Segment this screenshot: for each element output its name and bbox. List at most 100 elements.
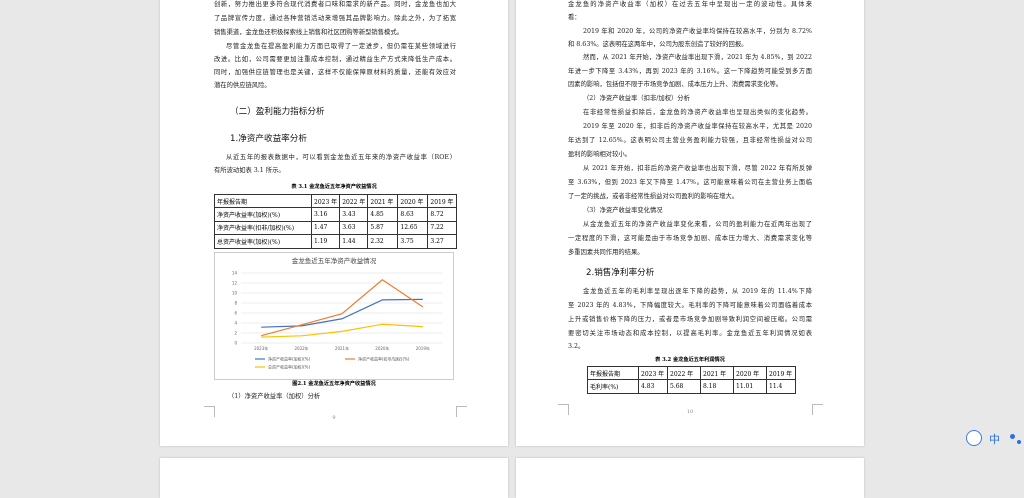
body-text: 至 3.63%，但到 2023 年又下降至 1.47%。这可能意味着公司在主营业… [568,179,812,186]
table-cell: 3.27 [427,234,457,249]
body-text: 和 8.63%。这表明在这两年中，公司为股东创造了较好的回报。 [568,41,748,48]
body-text: 了一定的挑战，或者非经常性损益对公司盈利的影响在增大。 [568,193,739,200]
chart-title: 金龙鱼近五年净资产收益情况 [292,256,377,265]
table-row: 年报报告期 2023 年 2022 年 2021 年 2020 年 2019 年 [587,365,796,381]
body-text: 同时，加强供应链管理也是关键，这样不仅能保障原材料的质量，还能有效应对 [214,69,456,76]
series-line [261,298,423,328]
y-tick-label: 0 [234,341,237,346]
table-header-cell: 2022 年 [667,365,701,381]
x-tick-label: 2020年 [375,345,389,351]
chart: 金龙鱼近五年净资产收益情况 0 2 4 6 8 10 12 14 2023年 2022年 2021年 2… [214,252,454,380]
page-number: 9 [332,415,336,421]
body-text: 2019 年和 2020 年，公司的净资产收益率均保持在较高水平，分别为 8.7… [583,28,812,35]
table-caption: 表 3.1 金龙鱼近五年净资产收益情况 [291,184,377,190]
body-text: 因素的影响，包括但不限于市场竞争加剧、成本压力上升、消费需求变化等。 [568,81,783,88]
x-tick-label: 2019年 [416,345,430,351]
subsection-heading: 2.销售净利率分析 [586,268,655,278]
table-cell: 3.16 [310,207,341,222]
y-tick-label: 12 [232,281,238,286]
body-text: 从金龙鱼近五年的净资产收益率变化来看，公司的盈利能力在近两年出现了 [583,221,812,228]
page: 金龙鱼近五年净资产收益情况 0 2 4 6 8 10 12 14 2023年 2022年 2021年 2… [160,0,508,446]
settings-icon[interactable] [1010,434,1015,439]
body-text: 2019 年至 2020 年，扣非后的净资产收益率保持在较高水平，尤其是 202… [583,123,812,130]
margin-mark [204,406,215,417]
series-line [261,279,424,337]
y-tick-label: 8 [234,301,237,306]
table-cell: 总资产收益率(加权)(%) [214,234,312,249]
table-cell: 7.22 [427,220,457,236]
table-cell: 净资产收益率(扣非/加权)(%) [214,220,312,236]
settings-icon[interactable] [1017,440,1021,444]
viewer: 金龙鱼近五年净资产收益情况 0 2 4 6 8 10 12 14 2023年 2022年 2021年 2… [160,0,1021,498]
figure-caption: 图2.1 金龙鱼近五年净资产收益情况 [292,381,376,387]
table-cell: 5.68 [667,379,701,394]
body-text: 潜在的供应链风险。 [214,82,271,89]
table-cell: 12.65 [397,220,429,236]
table-cell: 11.01 [733,379,767,394]
table-cell: 毛利率(%) [587,379,639,394]
table-header-cell: 年报报告期 [214,193,312,209]
data-table: 年报报告期 2023 年 2022 年 2021 年 2020 年 2019 年净资产收益… [214,193,457,249]
table-cell: 3.43 [339,207,369,222]
table-header-cell: 2019 年 [766,365,796,381]
page-number: 10 [686,409,694,415]
y-tick-label: 2 [234,331,237,336]
table-cell: 3.63 [339,220,369,236]
table-cell: 8.18 [700,379,734,394]
body-text: 了品牌宣传力度，通过各种营销活动来增强其品牌影响力。除此之外，为了拓宽 [214,15,456,22]
legend-label: 净资产收益率(加权)(%) [268,356,310,362]
table-header-cell: 2021 年 [367,193,399,209]
body-text: 尽管金龙鱼在提高盈利能力方面已取得了一定进步，但仍需在某些领域进行 [226,43,456,50]
x-tick-label: 2023年 [254,345,268,351]
body-text: 金龙鱼的净资产收益率（加权）在过去五年中呈现出一定的波动性。具体来 [568,1,812,8]
table-cell: 4.85 [367,207,399,222]
legend-label: 净资产收益率(扣非/加权)(%) [358,356,410,362]
body-text: 在非经常性损益扣除后，金龙鱼的净资产收益率也呈现出类似的变化趋势。 [583,109,812,116]
table-cell: 8.63 [397,207,429,222]
body-text: 至 2023 年的 4.83%，下降幅度较大。毛利率的下降可能意味着公司面临着成… [568,302,812,309]
series-line [261,323,423,338]
margin-mark [558,404,569,415]
x-tick-label: 2021年 [335,345,349,351]
body-text: 年进一步下降至 3.43%，再到 2023 年的 3.16%。这一下降趋势可能受… [568,68,812,75]
assistant-icon[interactable] [966,430,982,446]
y-tick-label: 4 [234,321,237,326]
body-text: 年达到了 12.65%。这表明公司主营业务盈利能力较强，且非经常性损益对公司 [568,137,812,144]
table-cell: 2.32 [367,234,399,249]
body-text: 盈利的影响相对较小。 [568,151,631,158]
table-row: 年报报告期 2023 年 2022 年 2021 年 2020 年 2019 年 [214,193,457,209]
table-header-cell: 2021 年 [700,365,734,381]
table-cell: 5.87 [367,220,399,236]
data-table: 年报报告期 2023 年 2022 年 2021 年 2020 年 2019 年毛利率(%… [587,365,796,394]
body-text: 改进。比如，公司需要更加注重成本控制，通过精益生产方式来降低生产成本。 [214,56,456,63]
body-text: 销售渠道，金龙鱼还积极探索线上销售和社区团购等新型销售模式。 [214,29,403,36]
margin-mark [812,404,823,415]
legend-label: 总资产收益率(加权)(%) [268,364,310,370]
table-cell: 1.19 [310,234,341,249]
body-text: 上升或销售价格下降的压力，或者是市场竞争加剧导致利润空间被压缩。公司需 [568,316,812,323]
page [516,458,864,498]
page: 金龙鱼的净资产收益率（加权）在过去五年中呈现出一定的波动性。具体来 看： 2019 … [516,0,864,446]
table-cell: 8.72 [427,207,457,222]
body-text: 从 2021 年开始，扣非后的净资产收益率也出现下滑，尽管 2022 年有所反弹 [583,165,812,172]
language-toggle[interactable]: 中 [989,433,1000,446]
body-text: 要密切关注市场动态和成本控制，以提高毛利率。金龙鱼近五年利润情况如表 [568,330,812,337]
table-cell: 3.75 [397,234,429,249]
table-header-cell: 2019 年 [427,193,457,209]
table-cell: 1.44 [339,234,369,249]
y-tick-label: 10 [232,291,238,296]
page [160,458,508,498]
body-text: 从近五年的报表数据中，可以看到金龙鱼近五年来的净资产收益率（ROE） [226,154,456,161]
body-text: 3.2。 [568,343,585,350]
subsection-heading: 1.净资产收益率分析 [230,134,307,144]
table-header-cell: 2020 年 [733,365,767,381]
table-cell: 净资产收益率(加权)(%) [214,207,312,222]
body-text: 金龙鱼近五年的毛利率呈现出逐年下降的趋势，从 2019 年的 11.4%下降 [583,288,812,295]
table-header-cell: 2023 年 [310,193,341,209]
table-row: 净资产收益率(扣非/加权)(%) 1.47 3.63 5.87 12.65 7.22 [214,220,457,236]
body-text: 有所波动如表 3.1 所示。 [214,167,285,174]
table-row: 净资产收益率(加权)(%) 3.16 3.43 4.85 8.63 8.72 [214,207,457,222]
table-caption: 表 3.2 金龙鱼近五年利润情况 [655,357,725,363]
table-header-cell: 2022 年 [339,193,369,209]
body-text: 然而，从 2021 年开始，净资产收益率出现下滑，2021 年为 4.85%，到… [583,54,812,61]
